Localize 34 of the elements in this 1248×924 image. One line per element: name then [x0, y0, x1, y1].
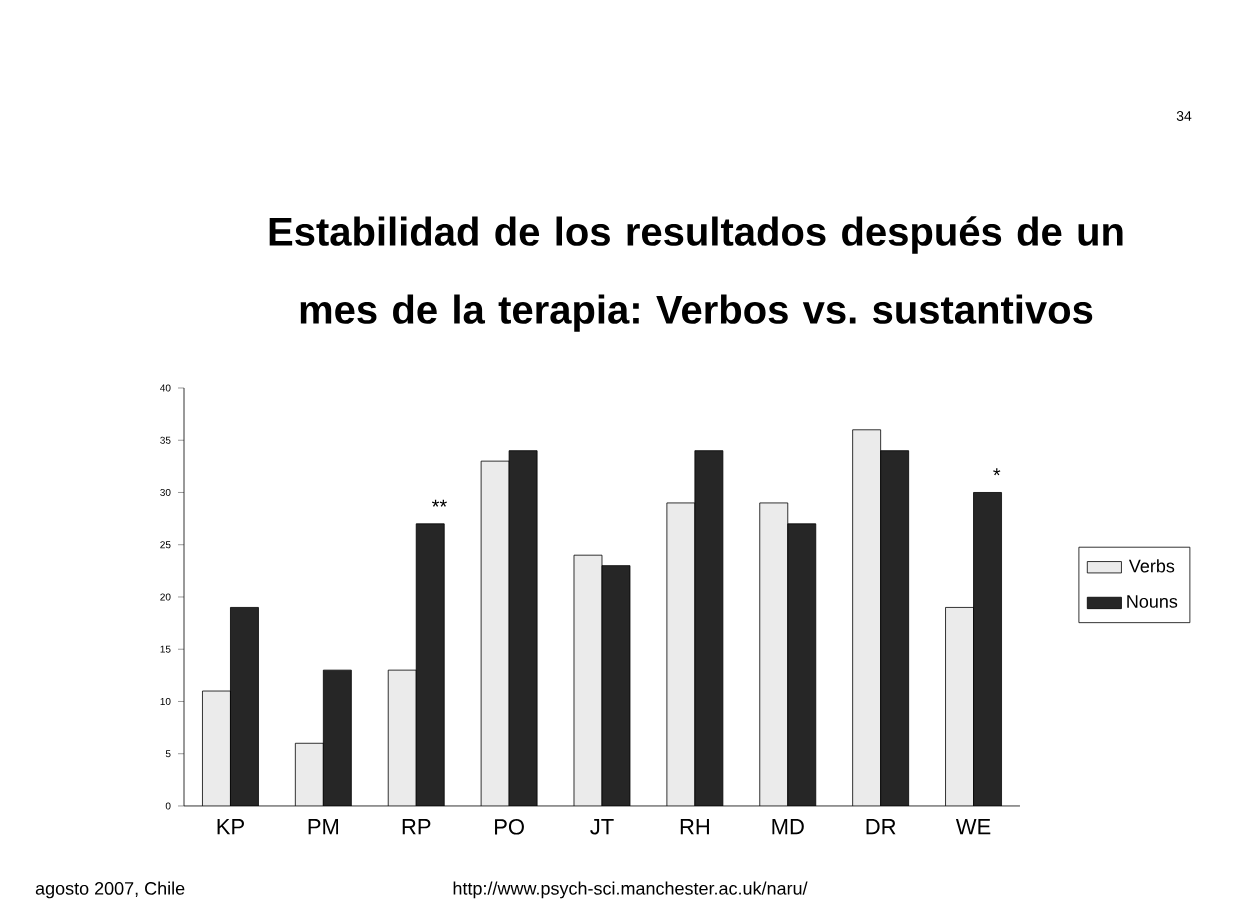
x-tick-label: PO [495, 819, 524, 835]
bar [602, 565, 630, 806]
x-tick-label: RP [402, 819, 431, 835]
bar [852, 429, 881, 806]
x-tick-label: KP [217, 819, 244, 835]
bar [973, 492, 1002, 806]
bar [323, 670, 352, 806]
bar [945, 607, 974, 806]
bar [509, 450, 538, 806]
bar [202, 691, 231, 806]
bar [230, 607, 259, 806]
annotation: * [993, 468, 1001, 476]
bar [388, 670, 417, 806]
x-tick-label: MD [772, 819, 804, 835]
text: http://www.psych-sci.manchester.ac.uk/naru/ [453, 881, 808, 899]
x-tick-label: JT [590, 819, 614, 835]
bar [694, 450, 723, 806]
text: agosto 2007, Chile [35, 881, 185, 899]
bar [666, 502, 695, 806]
legend-label: Verbs [1128, 559, 1175, 573]
bar [481, 461, 510, 806]
chart-title: Estabilidad de los resultados después de un mes de la terapia: Verbos vs. sustantivos [269, 216, 1123, 332]
bar [759, 502, 788, 806]
x-tick-label: PM [308, 819, 339, 835]
x-tick-label: WE [955, 819, 991, 835]
annotation: ** [431, 499, 447, 507]
bar [880, 450, 909, 806]
bar [787, 523, 816, 806]
x-tick-label: RH [680, 819, 709, 835]
x-tick-label: DR [866, 819, 896, 835]
bar [574, 555, 602, 806]
bar [295, 743, 324, 806]
bar [416, 523, 445, 806]
legend-label: Nouns [1127, 595, 1178, 608]
